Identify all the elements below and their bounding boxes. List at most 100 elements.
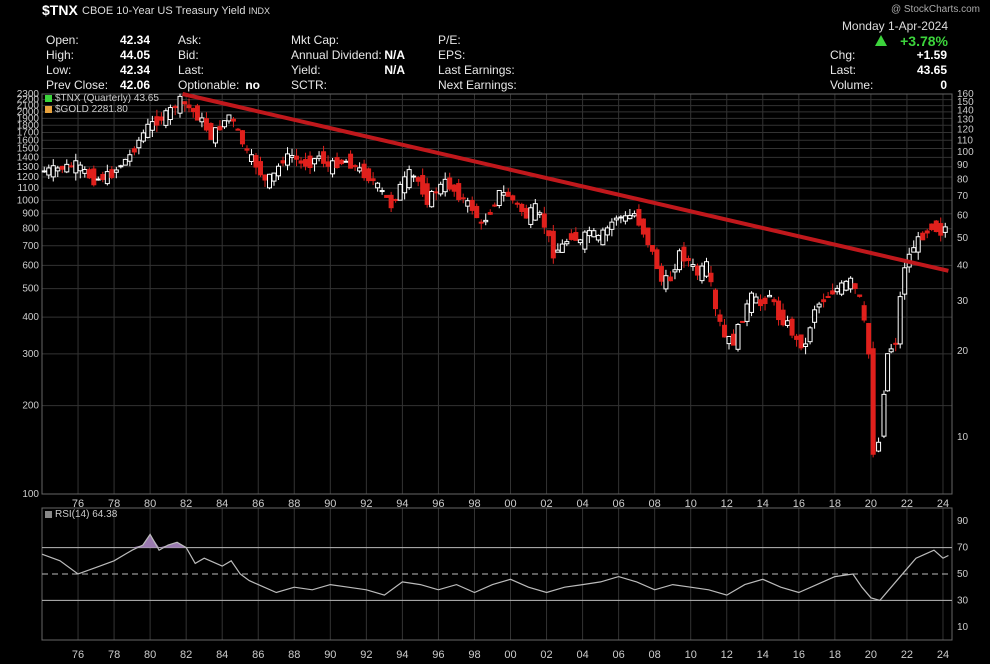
candle-body: [843, 280, 849, 291]
candle-body: [343, 160, 349, 163]
candle-body: [767, 294, 773, 298]
right-tick-label: 100: [957, 147, 974, 158]
x-tick-label-rsi: 88: [288, 649, 300, 661]
x-tick-label-rsi: 24: [937, 649, 949, 661]
candle-body: [681, 246, 687, 262]
candle-body: [172, 106, 178, 109]
candle-body: [825, 295, 831, 298]
x-tick-label: 98: [468, 498, 480, 510]
candle-body: [41, 170, 47, 173]
candle-body: [307, 155, 313, 169]
candle-body: [145, 123, 151, 138]
x-tick-label: 10: [685, 498, 697, 510]
candle-body: [870, 348, 876, 455]
candle-body: [348, 153, 354, 169]
quote-value: 42.34: [119, 33, 150, 47]
quote-value: N/A: [384, 48, 405, 62]
candle-body: [780, 309, 786, 326]
x-tick-label-rsi: 96: [432, 649, 444, 661]
candle-body: [902, 267, 908, 295]
candle-body: [866, 323, 872, 355]
quote-label: Next Earnings:: [438, 78, 517, 92]
x-tick-label: 96: [432, 498, 444, 510]
quote-label: Optionable:: [178, 78, 240, 92]
quote-label: Yield:: [291, 63, 321, 77]
candle-body: [285, 153, 291, 166]
x-tick-label: 24: [937, 498, 949, 510]
left-tick-label: 1900: [17, 113, 40, 124]
x-tick-label-rsi: 92: [360, 649, 372, 661]
candle-body: [816, 303, 822, 308]
left-tick-label: 1400: [17, 152, 40, 163]
x-tick-label-rsi: 16: [793, 649, 805, 661]
x-tick-label-rsi: 90: [324, 649, 336, 661]
main-frame: [41, 93, 953, 495]
right-tick-label: 10: [957, 432, 969, 443]
quote-label: EPS:: [438, 48, 466, 62]
quote-value: 42.06: [119, 78, 150, 92]
candle-body: [722, 324, 727, 338]
candle-body: [235, 128, 241, 131]
candle-body: [186, 104, 192, 109]
candle-body: [785, 320, 791, 326]
candle-body: [839, 282, 845, 295]
candle-body: [938, 223, 944, 236]
grid: [42, 93, 952, 640]
x-tick-label: 00: [504, 498, 516, 510]
candle-body: [640, 218, 646, 235]
candle-body: [182, 101, 188, 105]
candle-body: [667, 276, 673, 282]
x-tick-label-rsi: 02: [540, 649, 552, 661]
candle-body: [474, 205, 480, 219]
candle-body: [528, 207, 534, 225]
candle-body: [294, 155, 300, 160]
x-tick-label: 04: [576, 498, 588, 510]
x-tick-label: 22: [901, 498, 913, 510]
candle-body: [915, 236, 921, 253]
candle-body: [131, 148, 137, 153]
candle-body: [483, 219, 489, 223]
candle-body: [194, 105, 200, 121]
x-tick-label: 86: [252, 498, 264, 510]
candle-body: [50, 165, 56, 178]
right-tick-label: 90: [957, 160, 969, 171]
candle-body: [708, 272, 714, 283]
candle-body: [388, 194, 394, 209]
x-tick-label: 90: [324, 498, 336, 510]
candle-body: [140, 132, 146, 142]
candle-body: [447, 177, 453, 190]
symbol: $TNX: [42, 2, 78, 18]
left-tick-label: 1200: [17, 172, 40, 183]
left-tick-label: 1600: [17, 135, 40, 146]
candle-body: [190, 108, 196, 113]
quote-label: High:: [46, 48, 75, 62]
candle-body: [217, 125, 223, 131]
candle-body: [158, 116, 164, 121]
candle-body: [154, 116, 160, 126]
candle-body: [523, 207, 529, 219]
quote-value: 43.65: [916, 63, 947, 77]
x-tick-label: 06: [613, 498, 625, 510]
quote-value: 42.34: [119, 63, 150, 77]
candle-body: [834, 287, 840, 293]
candle-body: [496, 189, 502, 207]
candle-body: [460, 197, 466, 200]
candle-body: [127, 154, 133, 162]
candle-body: [618, 216, 624, 219]
x-tick-label: 02: [540, 498, 552, 510]
candle-body: [546, 230, 552, 237]
candle-body: [163, 110, 169, 126]
candle-body: [933, 220, 939, 233]
candle-body: [199, 117, 205, 123]
quote-date: Monday 1-Apr-2024: [841, 19, 948, 33]
candle-body: [104, 171, 110, 185]
candle-body: [122, 158, 128, 166]
quote-label: Chg:: [830, 48, 856, 62]
candle-body: [893, 342, 899, 345]
candle-body: [857, 294, 863, 297]
quote-label: Volume:: [830, 78, 874, 92]
left-tick-label: 700: [22, 241, 39, 252]
x-tick-label: 78: [108, 498, 120, 510]
right-tick-label: 120: [957, 125, 974, 136]
right-tick-label: 50: [957, 233, 969, 244]
